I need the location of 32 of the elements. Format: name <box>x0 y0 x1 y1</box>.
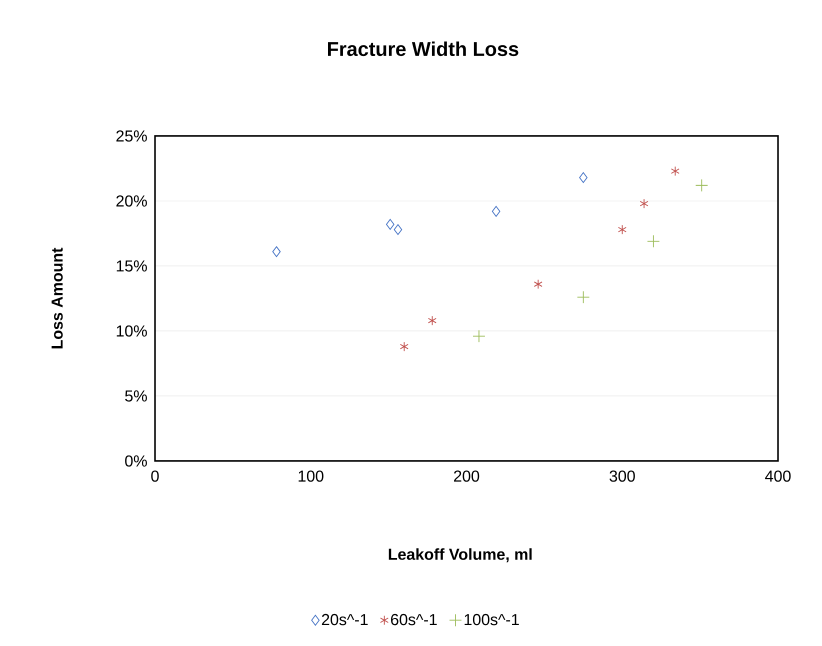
y-tick-label: 20% <box>116 195 147 207</box>
y-tick-label: 15% <box>116 260 147 272</box>
point <box>386 218 394 230</box>
legend-label: 100s^-1 <box>464 614 519 626</box>
chart-title: Fracture Width Loss <box>328 41 518 56</box>
point <box>646 234 660 248</box>
y-tick-label: 0% <box>125 455 147 467</box>
x-tick-label: 200 <box>454 470 480 482</box>
point <box>576 290 590 304</box>
y-tick-label: 10% <box>116 325 147 337</box>
point <box>394 224 402 236</box>
point <box>492 206 500 217</box>
point <box>534 279 542 290</box>
y-tick-label: 25% <box>116 130 147 142</box>
legend-label: 20s^-1 <box>322 614 368 626</box>
point <box>695 178 708 192</box>
y-axis-title: Loss Amount <box>52 248 63 348</box>
point <box>618 224 627 235</box>
legend-label: 60s^-1 <box>391 614 437 626</box>
point <box>640 198 648 209</box>
point <box>400 342 409 352</box>
x-tick-label: 100 <box>298 470 324 482</box>
point <box>579 172 588 184</box>
point <box>472 330 486 343</box>
point <box>272 246 281 258</box>
y-tick-label: 5% <box>125 390 147 402</box>
x-tick-label: 400 <box>765 470 791 482</box>
point <box>670 166 680 176</box>
x-tick-label: 0 <box>151 470 159 482</box>
x-axis-title: Leakoff Volume, ml <box>388 548 532 562</box>
x-tick-label: 300 <box>610 470 635 482</box>
point <box>428 316 437 326</box>
